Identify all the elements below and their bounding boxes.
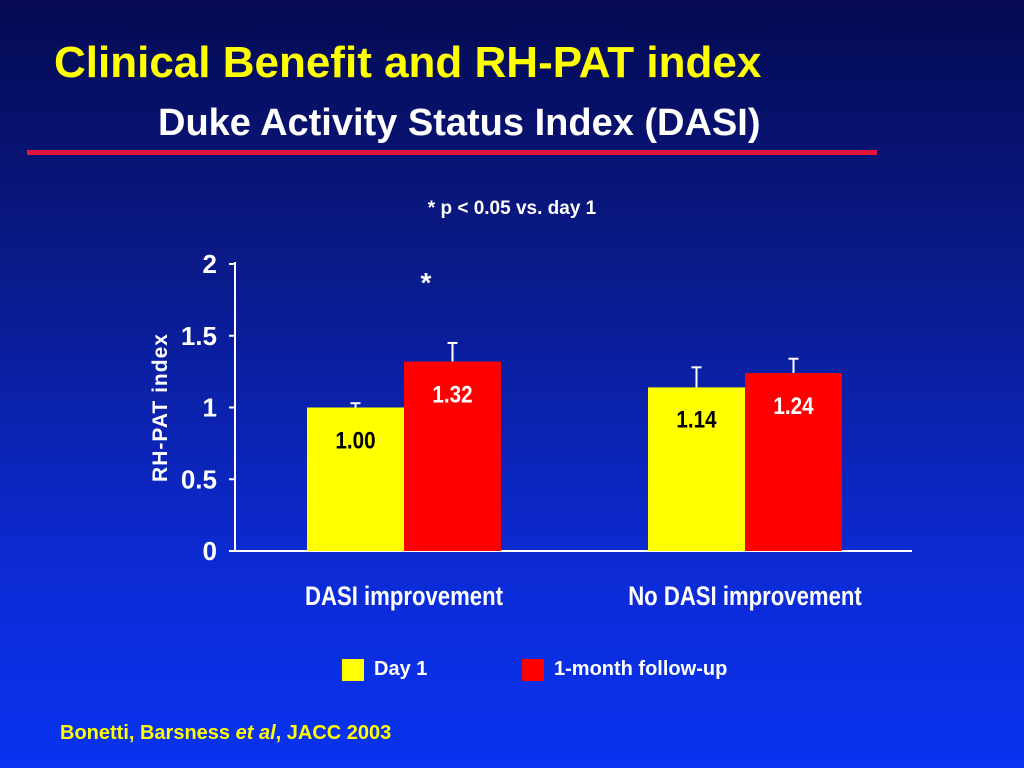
- legend-item-followup: 1-month follow-up: [522, 658, 727, 681]
- bar: [404, 361, 501, 551]
- bar-value-label: 1.00: [335, 427, 375, 454]
- title-divider: [27, 150, 877, 155]
- x-category-label: DASI improvement: [305, 582, 503, 612]
- significance-asterisk: *: [421, 267, 432, 298]
- slide-title: Clinical Benefit and RH-PAT index: [54, 38, 762, 87]
- x-category-label: No DASI improvement: [628, 582, 862, 612]
- bar-value-label: 1.14: [676, 406, 717, 433]
- bar: [745, 373, 842, 551]
- legend-swatch-followup: [522, 658, 544, 681]
- citation-authors: Bonetti, Barsness: [60, 722, 236, 744]
- citation-etal: et al: [235, 722, 276, 744]
- significance-note: * p < 0.05 vs. day 1: [427, 198, 597, 219]
- bar: [307, 407, 404, 551]
- y-tick-label: 1.5: [181, 321, 217, 351]
- legend-label-followup: 1-month follow-up: [554, 658, 728, 680]
- bar: [648, 387, 745, 551]
- y-tick-label: 0: [203, 536, 217, 566]
- bar-value-label: 1.24: [773, 393, 814, 420]
- legend-label-day1: Day 1: [374, 658, 428, 680]
- slide-subtitle: Duke Activity Status Index (DASI): [158, 102, 761, 144]
- legend-item-day1: Day 1: [342, 658, 427, 681]
- y-tick-label: 1: [203, 393, 217, 423]
- y-axis-label: RH-PAT index: [149, 333, 172, 482]
- y-tick-label: 2: [203, 249, 217, 279]
- citation-journal: , JACC 2003: [275, 722, 392, 744]
- citation: Bonetti, Barsness et al, JACC 2003: [60, 722, 391, 745]
- y-tick-label: 0.5: [181, 464, 217, 494]
- bar-value-label: 1.32: [432, 381, 472, 408]
- legend-swatch-day1: [342, 658, 364, 681]
